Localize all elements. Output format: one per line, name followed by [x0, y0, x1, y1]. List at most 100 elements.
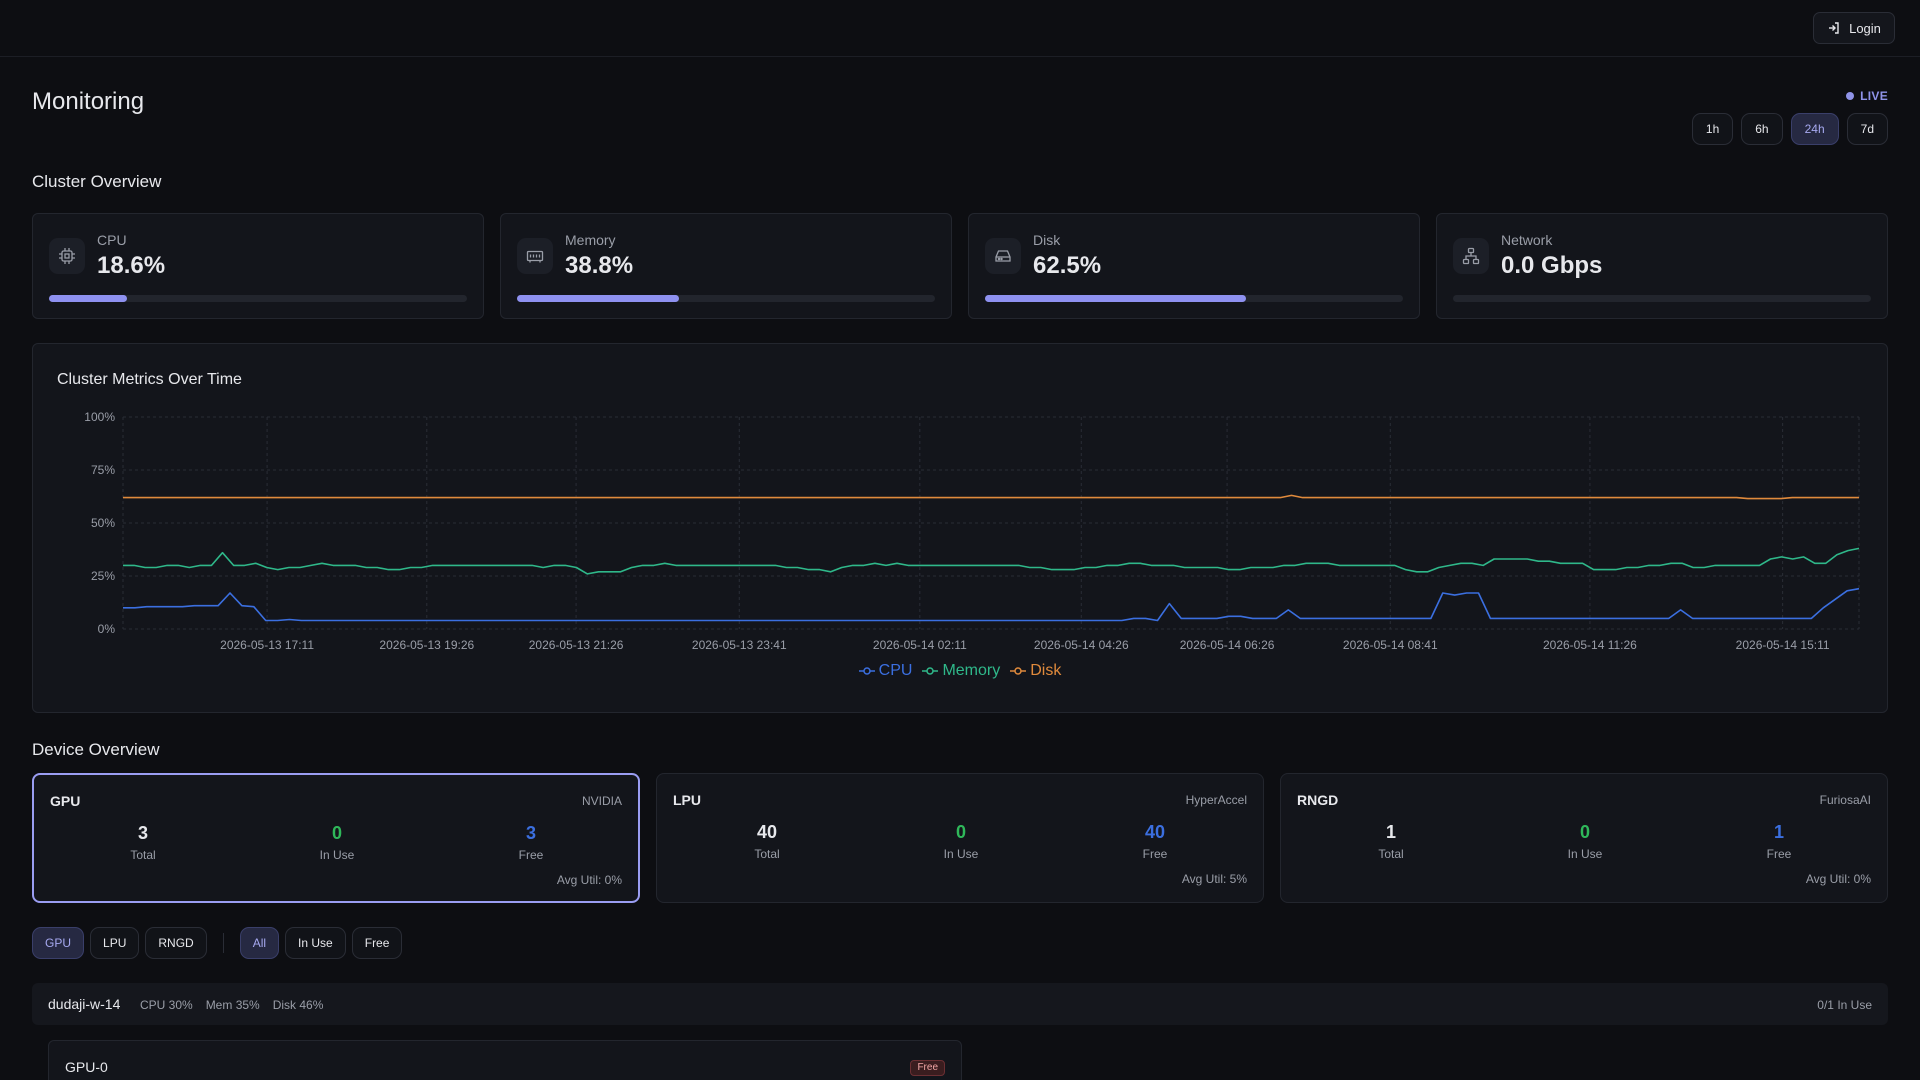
- y-tick-label: 75%: [91, 463, 115, 477]
- filter-lpu-button[interactable]: LPU: [90, 927, 140, 959]
- cpu-stat-value: 18.6%: [97, 252, 166, 279]
- device-free-value: 40: [1144, 822, 1166, 842]
- network-icon: [1453, 238, 1489, 274]
- disk-progress-bar: [985, 295, 1403, 302]
- series-line-memory: [123, 547, 1860, 575]
- network-progress-bar: [1453, 295, 1871, 302]
- cpu-progress-fill: [49, 295, 127, 302]
- filter-divider: [222, 933, 224, 953]
- device-in-use: 0 In Use: [277, 823, 397, 862]
- cpu-stat-label: CPU: [97, 232, 127, 248]
- login-button[interactable]: Login: [1813, 12, 1895, 44]
- cluster-metrics-chart-card: 0% 25% 50% 75% 100% 2026-05-13 17:11 2026-05-1…: [32, 343, 1888, 713]
- device-filters: GPU LPU RNGD All In Use Free: [32, 927, 403, 959]
- device-vendor: FuriosaAI: [1819, 793, 1871, 807]
- device-free-label: Free: [518, 848, 544, 862]
- x-tick-label: 2026-05-13 23:41: [692, 638, 787, 652]
- device-in-use: 0 In Use: [901, 822, 1021, 861]
- filter-free-button[interactable]: Free: [351, 927, 403, 959]
- legend-line-icon: [1010, 667, 1027, 675]
- live-label: LIVE: [1860, 89, 1888, 103]
- page-title: Monitoring: [32, 88, 145, 115]
- x-tick-label: 2026-05-14 11:26: [1543, 638, 1637, 652]
- legend-item-memory[interactable]: Memory: [922, 662, 1000, 680]
- memory-progress-bar: [517, 295, 935, 302]
- device-name: RNGD: [1297, 792, 1339, 808]
- device-total-label: Total: [754, 847, 780, 861]
- disk-stat-card: Disk 62.5%: [968, 213, 1420, 319]
- memory-progress-fill: [517, 295, 680, 302]
- memory-stat-value: 38.8%: [565, 252, 634, 279]
- time-range-selector: 1h 6h 24h 7d: [1691, 113, 1888, 145]
- cpu-progress-bar: [49, 295, 467, 302]
- series-line-cpu: [123, 587, 1860, 622]
- memory-stat-card: Memory 38.8%: [500, 213, 952, 319]
- device-in-use-label: In Use: [1567, 847, 1603, 861]
- cluster-metrics-chart: 0% 25% 50% 75% 100% 2026-05-13 17:11 2026-05-1…: [84, 410, 1860, 652]
- disk-progress-fill: [985, 295, 1247, 302]
- cpu-stat-card: CPU 18.6%: [32, 213, 484, 319]
- device-vendor: HyperAccel: [1185, 793, 1247, 807]
- device-in-use: 0 In Use: [1525, 822, 1645, 861]
- node-disk: Disk 46%: [272, 998, 324, 1012]
- range-6h-button[interactable]: 6h: [1741, 113, 1783, 145]
- gpu-device-card[interactable]: GPU-0 Free: [48, 1040, 962, 1080]
- chart-title: Cluster Metrics Over Time: [57, 371, 242, 388]
- y-tick-label: 25%: [91, 569, 115, 583]
- x-tick-label: 2026-05-14 06:26: [1180, 638, 1275, 652]
- filter-gpu-button[interactable]: GPU: [32, 927, 85, 959]
- live-indicator: LIVE: [1846, 89, 1888, 103]
- series-line-disk: [123, 494, 1859, 500]
- device-free-label: Free: [1766, 847, 1792, 861]
- device-free: 1 Free: [1719, 822, 1839, 861]
- device-card-gpu[interactable]: GPU NVIDIA 3 Total 0 In Use 3 Free Avg U…: [32, 773, 640, 903]
- device-free-value: 3: [525, 823, 536, 843]
- chart-legend: CPU Memory Disk: [33, 662, 1887, 680]
- x-tick-label: 2026-05-13 19:26: [379, 638, 474, 652]
- gpu-device-name: GPU-0: [65, 1059, 108, 1075]
- device-total-value: 3: [137, 823, 148, 843]
- cluster-overview-title: Cluster Overview: [32, 172, 162, 191]
- x-tick-label: 2026-05-13 21:26: [529, 638, 624, 652]
- device-in-use-value: 0: [1579, 822, 1590, 842]
- node-cpu: CPU 30%: [140, 998, 193, 1012]
- device-total: 3 Total: [83, 823, 203, 862]
- filter-in-use-button[interactable]: In Use: [285, 927, 346, 959]
- network-stat-card: Network 0.0 Gbps: [1436, 213, 1888, 319]
- top-bar: Login: [0, 0, 1920, 57]
- device-in-use-label: In Use: [943, 847, 979, 861]
- range-1h-button[interactable]: 1h: [1691, 113, 1734, 145]
- range-7d-button[interactable]: 7d: [1846, 113, 1888, 145]
- memory-icon: [517, 238, 553, 274]
- device-overview-title: Device Overview: [32, 740, 160, 759]
- disk-stat-label: Disk: [1033, 232, 1061, 248]
- legend-label-cpu: CPU: [878, 662, 913, 679]
- device-total-label: Total: [130, 848, 156, 862]
- legend-item-cpu[interactable]: CPU: [858, 662, 913, 680]
- legend-item-disk[interactable]: Disk: [1010, 662, 1061, 680]
- device-total: 1 Total: [1331, 822, 1451, 861]
- node-mem: Mem 35%: [205, 998, 260, 1012]
- node-row[interactable]: dudaji-w-14 CPU 30% Mem 35% Disk 46% 0/1…: [32, 983, 1888, 1025]
- legend-label-disk: Disk: [1030, 662, 1062, 679]
- cpu-icon: [49, 238, 85, 274]
- range-24h-button[interactable]: 24h: [1790, 113, 1839, 145]
- filter-rngd-button[interactable]: RNGD: [145, 927, 207, 959]
- device-card-rngd[interactable]: RNGD FuriosaAI 1 Total 0 In Use 1 Free A…: [1280, 773, 1888, 903]
- x-tick-label: 2026-05-14 02:11: [873, 638, 967, 652]
- disk-stat-value: 62.5%: [1033, 252, 1102, 279]
- device-total: 40 Total: [707, 822, 827, 861]
- device-card-lpu[interactable]: LPU HyperAccel 40 Total 0 In Use 40 Free…: [656, 773, 1264, 903]
- legend-label-memory: Memory: [942, 662, 1001, 679]
- node-name: dudaji-w-14: [48, 996, 121, 1012]
- device-vendor: NVIDIA: [581, 794, 622, 808]
- device-avg-util: Avg Util: 5%: [1181, 872, 1247, 886]
- device-name: GPU: [50, 793, 81, 809]
- filter-all-button[interactable]: All: [239, 927, 280, 959]
- device-total-value: 1: [1385, 822, 1396, 842]
- node-in-use-count: 0/1 In Use: [1817, 998, 1872, 1012]
- legend-line-icon: [922, 667, 939, 675]
- live-dot-icon: [1846, 92, 1855, 100]
- device-total-value: 40: [756, 822, 778, 842]
- device-in-use-label: In Use: [319, 848, 355, 862]
